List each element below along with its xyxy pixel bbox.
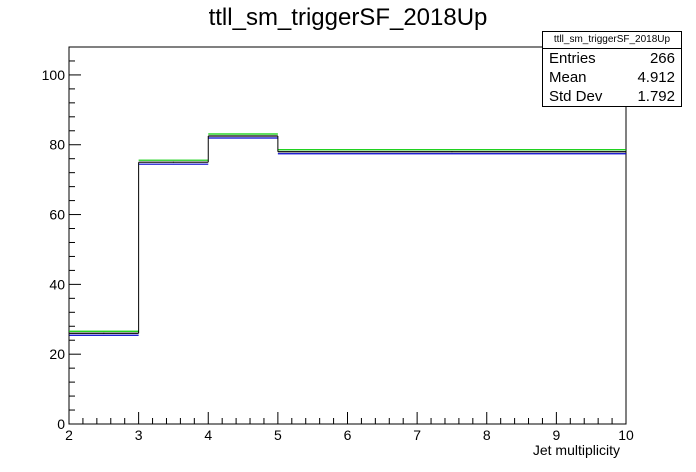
- x-tick-label: 6: [344, 427, 352, 443]
- stats-title: ttll_sm_triggerSF_2018Up: [543, 32, 681, 49]
- x-tick-label: 3: [135, 427, 143, 443]
- stats-value: 1.792: [637, 88, 675, 105]
- stats-label: Mean: [549, 69, 587, 86]
- stats-row-entries: Entries 266: [543, 49, 681, 68]
- stats-label: Std Dev: [549, 88, 603, 105]
- x-tick-label: 7: [413, 427, 421, 443]
- y-tick-label: 20: [49, 346, 65, 362]
- y-axis-ticks: 0 20 40 60 80 100: [42, 46, 81, 432]
- x-tick-label: 8: [483, 427, 491, 443]
- histogram-bin: [68, 330, 139, 424]
- x-axis-label: Jet multiplicity: [533, 442, 620, 458]
- histogram-bins: [68, 133, 626, 424]
- x-axis-ticks: 2 3 4 5 6 7 8 9 10: [65, 412, 634, 443]
- histogram-bin: [138, 159, 209, 334]
- y-tick-label: 80: [49, 137, 65, 153]
- y-tick-label: 100: [42, 67, 66, 83]
- x-tick-label: 2: [65, 427, 73, 443]
- chart-title: ttll_sm_triggerSF_2018Up: [208, 4, 488, 31]
- x-tick-label: 9: [552, 427, 560, 443]
- stats-box: ttll_sm_triggerSF_2018Up Entries 266 Mea…: [542, 31, 682, 107]
- stats-value: 4.912: [637, 69, 675, 86]
- x-tick-label: 4: [204, 427, 212, 443]
- x-tick-label: 10: [618, 427, 634, 443]
- stats-value: 266: [649, 50, 675, 67]
- x-tick-label: 5: [274, 427, 282, 443]
- y-tick-label: 60: [49, 207, 65, 223]
- y-tick-label: 0: [57, 416, 65, 432]
- histogram-bin: [277, 136, 626, 155]
- stats-row-mean: Mean 4.912: [543, 68, 681, 87]
- stats-row-stddev: Std Dev 1.792: [543, 87, 681, 106]
- stats-label: Entries: [549, 50, 596, 67]
- histogram-bin: [207, 133, 278, 163]
- y-tick-label: 40: [49, 276, 65, 292]
